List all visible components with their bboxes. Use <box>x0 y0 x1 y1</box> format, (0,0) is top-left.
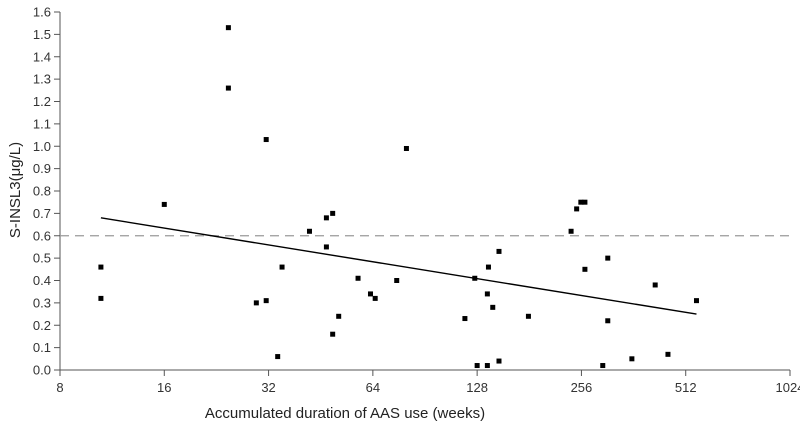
y-tick-label: 0.4 <box>33 273 51 288</box>
y-axis-ticks: 0.0 0.1 0.2 0.3 0.4 0.5 0.6 0.7 0.8 0.9 1.0 1.1 1.2 1… <box>33 5 60 378</box>
data-point <box>367 291 373 297</box>
data-point <box>693 298 699 304</box>
y-tick-label: 0.6 <box>33 228 51 243</box>
data-point <box>403 145 409 151</box>
data-point <box>336 313 342 319</box>
data-point <box>161 201 167 207</box>
y-tick-label: 0.0 <box>33 363 51 378</box>
data-point <box>600 363 606 369</box>
data-point <box>496 358 502 364</box>
data-point <box>474 363 480 369</box>
y-tick-label: 0.8 <box>33 184 51 199</box>
data-point <box>275 354 281 360</box>
y-tick-label: 0.2 <box>33 318 51 333</box>
data-point <box>665 351 671 357</box>
data-point <box>323 244 329 250</box>
x-tick-label: 32 <box>261 380 275 395</box>
data-point <box>306 228 312 234</box>
data-point <box>394 278 400 283</box>
data-point <box>629 356 635 362</box>
x-axis-ticks: 8 16 32 64 128 256 512 1024 <box>56 370 800 395</box>
data-point <box>98 295 104 301</box>
y-tick-label: 1.6 <box>33 5 51 20</box>
y-tick-label: 0.1 <box>33 340 51 355</box>
data-point <box>253 300 259 306</box>
data-point <box>605 255 611 261</box>
data-point <box>485 264 491 270</box>
data-point <box>525 313 531 319</box>
data-point <box>484 363 490 369</box>
data-point <box>484 291 490 297</box>
x-tick-label: 8 <box>56 380 63 395</box>
x-tick-label: 256 <box>571 380 593 395</box>
y-tick-label: 1.5 <box>33 27 51 42</box>
data-point <box>496 248 502 254</box>
data-point <box>652 282 658 288</box>
data-point <box>582 266 588 272</box>
data-point <box>372 295 378 301</box>
y-tick-label: 1.3 <box>33 72 51 87</box>
data-point <box>568 228 574 234</box>
data-point <box>472 275 478 281</box>
x-tick-label: 64 <box>366 380 380 395</box>
y-tick-label: 0.5 <box>33 251 51 266</box>
y-tick-label: 1.2 <box>33 94 51 109</box>
y-tick-label: 0.7 <box>33 206 51 221</box>
data-point <box>582 199 588 205</box>
data-point <box>279 264 285 270</box>
data-point <box>578 199 584 205</box>
data-point <box>225 25 231 31</box>
data-point <box>355 275 361 281</box>
x-axis-title: Accumulated duration of AAS use (weeks) <box>205 405 485 422</box>
data-points <box>98 25 699 369</box>
data-point <box>462 316 468 322</box>
axes <box>59 12 790 371</box>
y-tick-label: 1.0 <box>33 139 51 154</box>
x-tick-label: 1024 <box>776 380 800 395</box>
data-point <box>263 137 269 143</box>
y-tick-label: 1.1 <box>33 116 51 131</box>
x-tick-label: 16 <box>157 380 171 395</box>
data-point <box>225 85 231 91</box>
data-point <box>98 264 104 270</box>
data-point <box>263 298 269 304</box>
x-tick-label: 512 <box>675 380 697 395</box>
data-point <box>490 304 496 310</box>
y-tick-label: 0.9 <box>33 161 51 176</box>
x-tick-label: 128 <box>466 380 488 395</box>
y-axis-title: S-INSL3(μg/L) <box>7 142 24 238</box>
y-tick-label: 1.4 <box>33 49 51 64</box>
data-point <box>323 215 329 221</box>
data-point <box>330 331 336 337</box>
data-point <box>605 318 611 324</box>
data-point <box>330 210 336 216</box>
data-point <box>574 206 580 212</box>
trend-line <box>100 217 697 315</box>
y-tick-label: 0.3 <box>33 295 51 310</box>
